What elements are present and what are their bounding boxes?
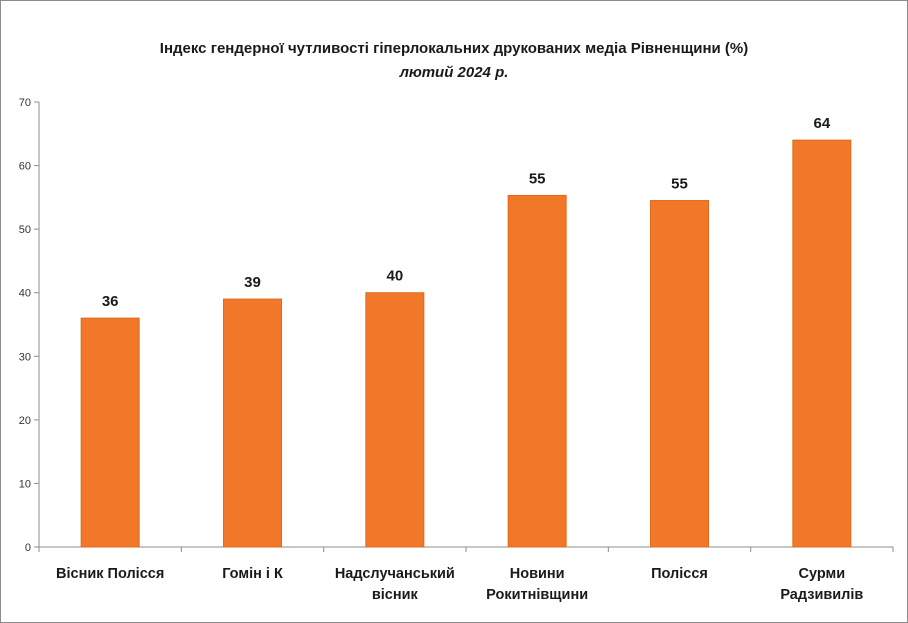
bar: [223, 298, 282, 548]
y-tick-label: 50: [19, 224, 31, 236]
y-tick-label: 60: [19, 161, 31, 173]
x-category-label: Новини Рокитнівщини: [486, 566, 588, 603]
data-label: 39: [244, 274, 261, 291]
data-label: 40: [386, 268, 403, 285]
data-label: 55: [671, 176, 688, 193]
x-category-label-line: Надслучанський: [335, 566, 455, 582]
y-tick-label: 40: [19, 288, 31, 300]
data-label: 55: [529, 170, 546, 187]
bar: [650, 200, 709, 548]
x-category-label: Сурми Радзивилів: [780, 566, 863, 603]
x-category-label-line: Новини: [510, 566, 565, 582]
bar: [80, 317, 140, 548]
y-tick-label: 20: [19, 415, 31, 427]
chart-subtitle: лютий 2024 р.: [399, 64, 509, 81]
y-tick-label: 10: [19, 478, 31, 490]
x-category-label-line: Вісник Полісся: [56, 566, 164, 582]
x-category-label: Полісся: [651, 566, 708, 582]
bar: [792, 139, 852, 548]
data-label: 64: [813, 115, 830, 132]
y-tick-label: 70: [19, 97, 31, 109]
x-category-label-line: Рокитнівщини: [486, 587, 588, 603]
x-category-label-line: Сурми: [799, 566, 846, 582]
x-category-label-line: Радзивилів: [780, 587, 863, 603]
bar: [507, 194, 567, 548]
bar: [365, 292, 425, 548]
chart-title: Індекс гендерної чутливості гіперлокальн…: [159, 40, 749, 57]
y-tick-label: 0: [25, 542, 31, 554]
x-category-label-line: Полісся: [651, 566, 708, 582]
x-category-label: Гомін і К: [222, 566, 283, 582]
y-tick-label: 30: [19, 351, 31, 363]
data-label: 36: [102, 293, 119, 310]
x-category-label-line: Гомін і К: [222, 566, 283, 582]
x-category-label-line: вісник: [372, 587, 419, 603]
x-category-label: Вісник Полісся: [56, 566, 164, 582]
x-category-label: Надслучанський вісник: [335, 566, 455, 603]
